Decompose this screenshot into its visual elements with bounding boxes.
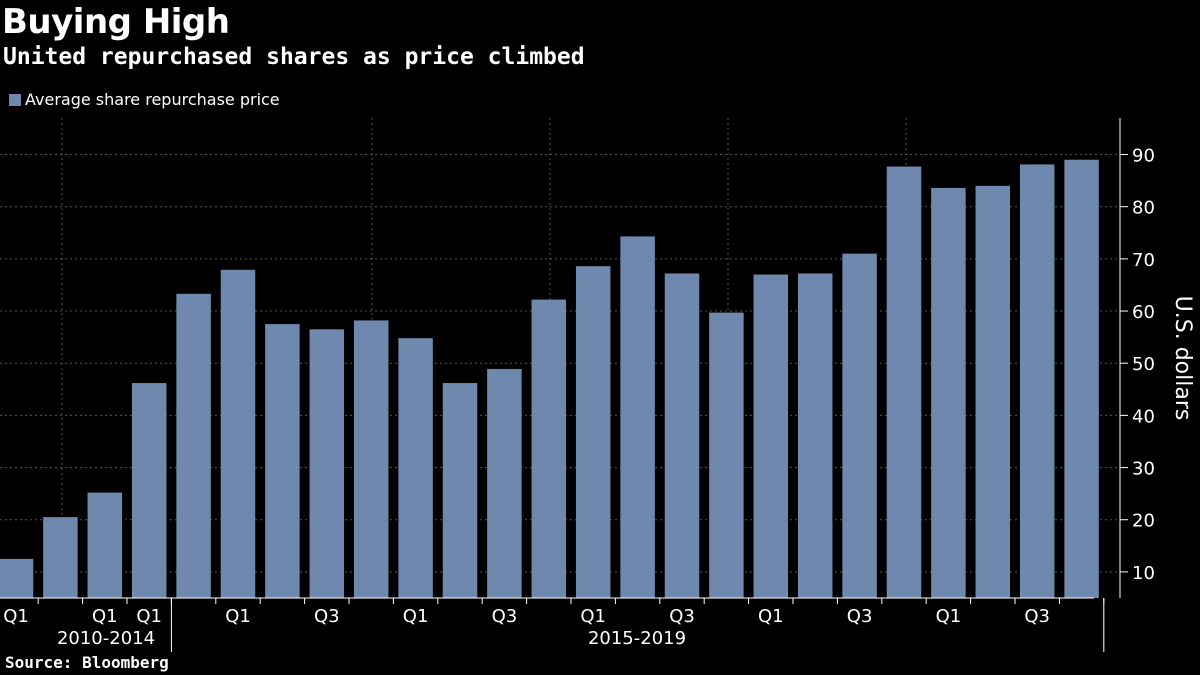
bar bbox=[575, 266, 611, 598]
group-label: 2010-2014 bbox=[57, 628, 155, 649]
x-tick-label: Q1 bbox=[136, 606, 162, 627]
bar bbox=[487, 368, 522, 598]
bar bbox=[220, 269, 256, 598]
bar bbox=[442, 383, 478, 598]
bar bbox=[353, 320, 389, 598]
y-tick-label: 70 bbox=[1132, 250, 1155, 271]
bar bbox=[797, 273, 833, 598]
legend: Average share repurchase price bbox=[9, 90, 280, 109]
bar bbox=[886, 166, 922, 599]
y-tick-label: 50 bbox=[1132, 354, 1155, 375]
bar bbox=[975, 185, 1011, 598]
source-note: Source: Bloomberg bbox=[5, 653, 169, 672]
x-tick-label: Q3 bbox=[669, 606, 695, 627]
bar bbox=[664, 273, 700, 598]
bar bbox=[842, 253, 877, 599]
bar bbox=[1019, 164, 1055, 598]
x-tick-label: Q1 bbox=[936, 606, 962, 627]
x-tick-label: Q3 bbox=[314, 606, 340, 627]
y-axis-label: U.S. dollars bbox=[1170, 296, 1195, 421]
bar bbox=[620, 236, 655, 598]
legend-label: Average share repurchase price bbox=[25, 90, 280, 109]
bar bbox=[753, 274, 789, 598]
bar bbox=[131, 383, 167, 598]
x-tick-label: Q3 bbox=[847, 606, 873, 627]
bar bbox=[87, 492, 123, 598]
y-tick-label: 20 bbox=[1132, 511, 1155, 532]
y-tick-label: 30 bbox=[1132, 459, 1155, 480]
bar bbox=[531, 299, 567, 598]
y-tick-label: 80 bbox=[1132, 198, 1155, 219]
y-tick-label: 60 bbox=[1132, 302, 1155, 323]
y-tick-label: 90 bbox=[1132, 146, 1155, 167]
legend-swatch bbox=[9, 93, 21, 106]
bar bbox=[265, 324, 300, 598]
bar bbox=[709, 312, 744, 598]
bar bbox=[176, 293, 211, 598]
x-tick-label: Q1 bbox=[92, 606, 118, 627]
chart-title: Buying High bbox=[2, 2, 230, 42]
bar bbox=[931, 187, 966, 599]
bar bbox=[43, 517, 78, 598]
bar bbox=[398, 338, 433, 598]
x-tick-label: Q1 bbox=[403, 606, 429, 627]
x-tick-label: Q1 bbox=[758, 606, 784, 627]
y-tick-label: 10 bbox=[1132, 563, 1155, 584]
group-label: 2015-2019 bbox=[588, 628, 686, 649]
x-tick-label: Q1 bbox=[225, 606, 251, 627]
bar bbox=[0, 558, 34, 598]
y-tick-label: 40 bbox=[1132, 406, 1155, 427]
bar bbox=[309, 329, 345, 598]
bar bbox=[1064, 159, 1099, 598]
x-tick-label: Q3 bbox=[492, 606, 518, 627]
x-tick-label: Q1 bbox=[580, 606, 606, 627]
x-tick-label: Q3 bbox=[1024, 606, 1050, 627]
x-tick-label: Q1 bbox=[3, 606, 29, 627]
chart-subtitle: United repurchased shares as price climb… bbox=[3, 44, 585, 70]
